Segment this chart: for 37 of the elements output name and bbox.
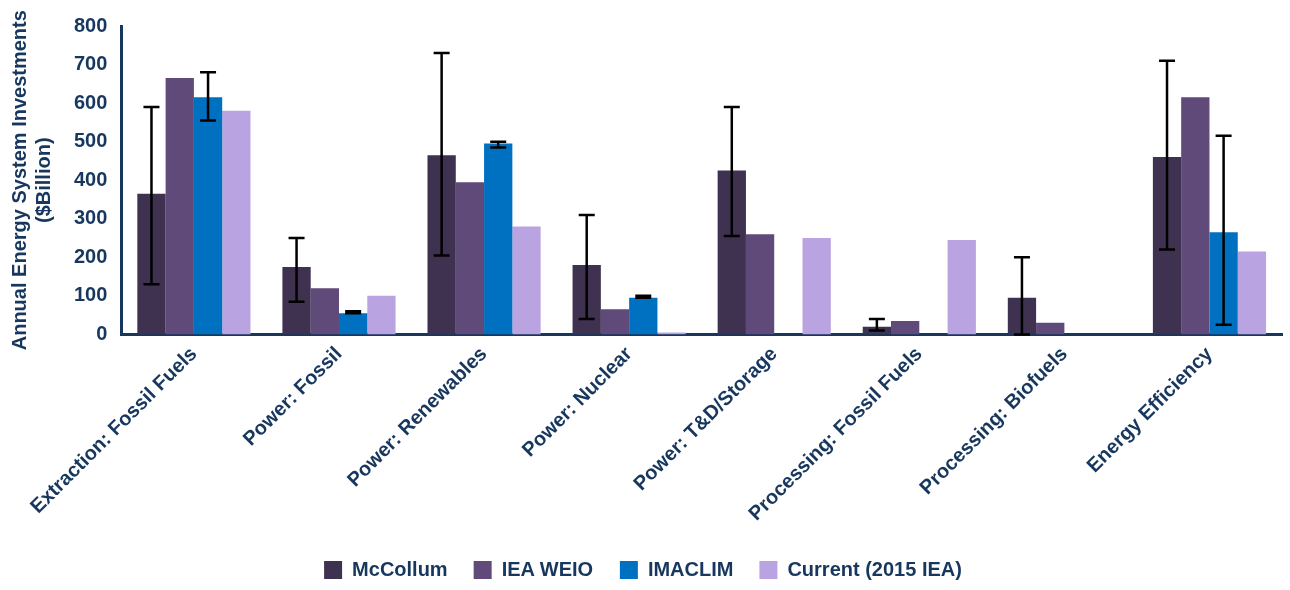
bar bbox=[137, 193, 166, 335]
bar bbox=[745, 234, 775, 335]
y-tick-label: 500 bbox=[73, 129, 108, 152]
y-tick-label: 0 bbox=[96, 321, 108, 344]
bar bbox=[802, 238, 831, 335]
bar bbox=[947, 239, 976, 335]
legend-label: McCollum bbox=[352, 557, 448, 580]
bar bbox=[717, 170, 746, 335]
bar bbox=[891, 320, 920, 335]
bar bbox=[1036, 322, 1065, 335]
bar bbox=[165, 78, 194, 335]
bar bbox=[455, 182, 485, 335]
bar bbox=[338, 313, 368, 335]
y-tick-label: 800 bbox=[73, 13, 108, 36]
y-tick-label: 400 bbox=[73, 167, 108, 190]
bar bbox=[193, 97, 223, 335]
y-tick-label: 600 bbox=[73, 90, 108, 113]
legend-label: IMACLIM bbox=[647, 557, 734, 580]
y-tick-label: 200 bbox=[73, 244, 108, 267]
bar bbox=[600, 309, 630, 335]
bar bbox=[512, 226, 541, 335]
y-tick-label: 100 bbox=[73, 283, 108, 306]
y-tick-label: 300 bbox=[73, 206, 108, 229]
bar bbox=[1152, 157, 1182, 335]
bar bbox=[310, 288, 339, 335]
y-tick-label: 700 bbox=[73, 52, 108, 75]
bar bbox=[629, 297, 658, 335]
bar bbox=[282, 266, 311, 335]
bar bbox=[222, 110, 251, 335]
y-axis-title: Annual Energy System Investments ($Billion) bbox=[7, 10, 54, 351]
bar bbox=[484, 143, 513, 335]
bar bbox=[427, 155, 456, 335]
bar bbox=[1181, 97, 1210, 335]
legend-label: Current (2015 IEA) bbox=[787, 557, 962, 580]
bar bbox=[367, 295, 396, 335]
bar bbox=[1237, 251, 1267, 335]
legend-label: IEA WEIO bbox=[501, 557, 594, 580]
